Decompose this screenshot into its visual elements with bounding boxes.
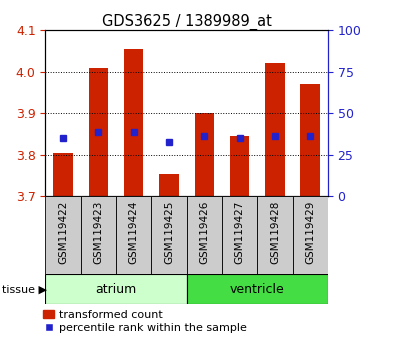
Text: GSM119429: GSM119429 [305, 200, 315, 264]
Text: tissue ▶: tissue ▶ [2, 284, 47, 295]
Bar [222, 196, 257, 274]
Text: GSM119422: GSM119422 [58, 200, 68, 264]
Bar [45, 196, 81, 274]
Text: GSM119428: GSM119428 [270, 200, 280, 264]
Text: GSM119426: GSM119426 [199, 200, 209, 264]
Title: GDS3625 / 1389989_at: GDS3625 / 1389989_at [102, 14, 272, 30]
Bar [293, 196, 328, 274]
Bar [124, 49, 143, 196]
Text: GSM119424: GSM119424 [129, 200, 139, 264]
Bar [151, 196, 186, 274]
Text: GSM119425: GSM119425 [164, 200, 174, 264]
Text: GSM119423: GSM119423 [93, 200, 103, 264]
Bar [230, 136, 249, 196]
Bar [186, 274, 328, 304]
Text: atrium: atrium [96, 283, 137, 296]
Text: GSM119427: GSM119427 [235, 200, 245, 264]
Bar [53, 153, 73, 196]
Bar [88, 68, 108, 196]
Bar [186, 196, 222, 274]
Bar [116, 196, 151, 274]
Bar [45, 274, 186, 304]
Bar [159, 173, 179, 196]
Bar [301, 84, 320, 196]
Text: ventricle: ventricle [230, 283, 285, 296]
Bar [265, 63, 285, 196]
Bar [81, 196, 116, 274]
Bar [257, 196, 293, 274]
Legend: transformed count, percentile rank within the sample: transformed count, percentile rank withi… [43, 310, 246, 333]
Bar [195, 113, 214, 196]
